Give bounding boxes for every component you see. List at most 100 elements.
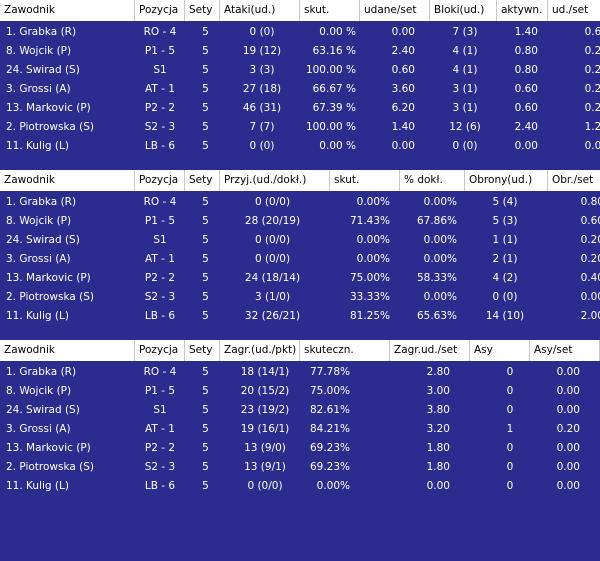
table-cell: P2 - 2 [144, 272, 176, 284]
table-cell: 0 [506, 366, 514, 378]
table-cell: 1.20 [584, 121, 600, 133]
table-cell: 2. Piotrowska (S) [6, 121, 95, 133]
table-cell: 28 (20/19) [244, 215, 301, 227]
table-cell: 0.00 [556, 480, 580, 492]
table-cell: 5 [202, 64, 209, 76]
column-header: skuteczn. [300, 340, 390, 361]
table-cell: 3 (3) [249, 64, 275, 76]
table-cell: 12 (6) [449, 121, 481, 133]
table-cell: 3. Grossi (A) [6, 423, 71, 435]
table-cell: AT - 1 [145, 83, 175, 95]
table-cell: 27 (18) [242, 83, 282, 95]
table-cell: 0.20 [580, 253, 600, 265]
column-header: Zawodnik [0, 0, 135, 21]
table-cell: 32 (26/21) [244, 310, 301, 322]
table-cell: 3 (1) [452, 102, 478, 114]
table-cell: 2. Piotrowska (S) [6, 291, 95, 303]
table-cell: 0.00 [514, 140, 538, 152]
table-cell: 0 (0/0) [254, 234, 291, 246]
table-cell: 1.40 [391, 121, 415, 133]
table-cell: 0.60 [514, 83, 538, 95]
table-cell: 1 (1) [492, 234, 518, 246]
table-cell: 2.00 [580, 310, 600, 322]
table-cell: LB - 6 [144, 310, 176, 322]
table-cell: 75.00% [309, 385, 350, 397]
table-cell: 100.00 % [305, 64, 356, 76]
table-cell: 20 (15/2) [240, 385, 290, 397]
table-cell: 66.67 % [312, 83, 356, 95]
table-cell: 0.20 [556, 423, 580, 435]
table-cell: 65.63% [416, 310, 457, 322]
table-cell: S1 [153, 404, 167, 416]
table-cell: 5 [202, 272, 209, 284]
table-cell: 0.00% [356, 196, 390, 208]
table-cell: 3. Grossi (A) [6, 83, 71, 95]
table-cell: 5 [202, 121, 209, 133]
table-cell: LB - 6 [144, 480, 176, 492]
table-cell: RO - 4 [143, 26, 177, 38]
column-header: ud./set [548, 0, 600, 21]
table-cell: 0.00 [391, 140, 415, 152]
table-cell: 0.60 [584, 26, 600, 38]
table-cell: 0.60 [514, 102, 538, 114]
table-header: Zawodnik Pozycja Sety Przyj.(ud./dokł.) skut… [0, 170, 600, 191]
table-cell: 5 (4) [492, 196, 518, 208]
table-cell: S1 [153, 64, 167, 76]
table-cell: 0.00 [556, 461, 580, 473]
table-cell: 0 [506, 385, 514, 397]
table-cell: 1.40 [514, 26, 538, 38]
table-cell: 11. Kulig (L) [6, 140, 69, 152]
table-cell: 0.00 [556, 366, 580, 378]
table-cell: 3.00 [426, 385, 450, 397]
table-cell: 0.00 [584, 140, 600, 152]
table-cell: 84.21% [309, 423, 350, 435]
column-header: Zagr.(ud./pkt) [220, 340, 300, 361]
table-cell: 0 [506, 480, 514, 492]
table-cell: 0.00% [423, 196, 457, 208]
table-cell: 0.00 % [319, 140, 356, 152]
table-cell: 13. Markovic (P) [6, 102, 91, 114]
table-cell: 1. Grabka (R) [6, 366, 77, 378]
column-header: Pozycja [135, 0, 185, 21]
table-cell: 67.39 % [312, 102, 356, 114]
table-cell: 0.00 [556, 442, 580, 454]
table-cell: 0.00 % [319, 26, 356, 38]
table-cell: 5 [202, 234, 209, 246]
table-cell: 0.00% [423, 234, 457, 246]
table-cell: S1 [153, 234, 167, 246]
column-header: Obrony(ud.) [465, 170, 548, 191]
table-cell: 0.60 [391, 64, 415, 76]
table-cell: RO - 4 [143, 196, 177, 208]
table-cell: 5 [202, 480, 209, 492]
table-cell: 0.00% [423, 253, 457, 265]
column-header: aktywn. [497, 0, 548, 21]
table-cell: 5 [202, 140, 209, 152]
table-cell: 3.60 [391, 83, 415, 95]
table-cell: 0.20 [584, 83, 600, 95]
table-cell: 58.33% [416, 272, 457, 284]
table-cell: 13 (9/0) [244, 442, 286, 454]
column-header: % dokł. [400, 170, 465, 191]
column-header: Ataki(ud.) [220, 0, 300, 21]
table-cell: 0.20 [584, 45, 600, 57]
table-cell: S2 - 3 [144, 461, 176, 473]
table-cell: 0.00 [580, 291, 600, 303]
table-cell: S2 - 3 [144, 291, 176, 303]
table-cell: 0.00% [316, 480, 350, 492]
table-cell: 14 (10) [485, 310, 525, 322]
table-cell: 19 (12) [242, 45, 282, 57]
table-cell: 24 (18/14) [244, 272, 301, 284]
table-cell: 77.78% [309, 366, 350, 378]
table-cell: 0.20 [584, 64, 600, 76]
table-cell: 0.00 [556, 404, 580, 416]
column-header: Asy/set [530, 340, 600, 361]
table-cell: 0.60 [580, 215, 600, 227]
table-cell: RO - 4 [143, 366, 177, 378]
table-cell: 8. Wojcik (P) [6, 385, 72, 397]
table-cell: 69.23% [309, 461, 350, 473]
table-cell: 0.00 [391, 26, 415, 38]
table-cell: 2.40 [391, 45, 415, 57]
table-cell: 18 (14/1) [240, 366, 290, 378]
table-cell: 5 [202, 461, 209, 473]
column-header: Pozycja [135, 170, 185, 191]
